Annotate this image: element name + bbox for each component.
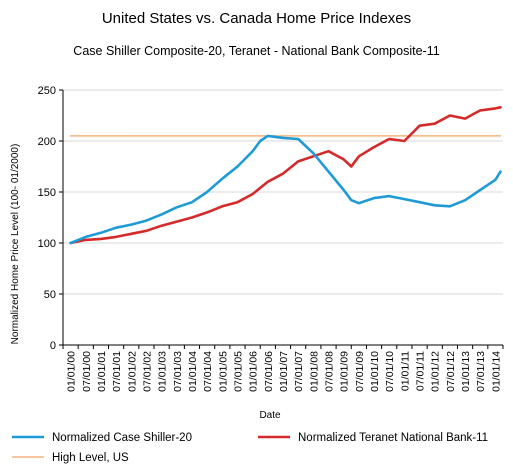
y-tick-label: 200 [38,136,56,148]
x-tick-label: 01/01/03 [157,351,169,392]
x-tick-label: 07/01/10 [384,351,396,392]
x-tick-label: 01/01/00 [66,351,78,392]
series-line-case-shiller [69,134,502,245]
x-tick-label: 07/01/01 [111,351,123,392]
x-tick-label: 07/01/13 [475,351,487,392]
x-tick-label: 07/01/09 [354,351,366,392]
x-tick-label: 01/01/05 [217,351,229,392]
x-tick-label: 07/01/06 [263,351,275,392]
x-tick-label: 01/01/06 [248,351,260,392]
x-tick-label: 07/01/02 [141,351,153,392]
y-tick-label: 50 [44,289,56,301]
x-tick-label: 01/01/14 [490,351,502,392]
y-axis-title: Normalized Home Price Level (100- 01/200… [10,144,21,345]
chart-subtitle: Case Shiller Composite-20, Teranet - Nat… [73,44,440,58]
y-axis-ticks: 0 50 100 150 200 250 [38,85,63,352]
x-tick-label: 01/01/07 [278,351,290,392]
x-tick-label: 01/01/01 [96,351,108,392]
x-tick-label: 07/01/05 [232,351,244,392]
x-tick-label: 01/01/04 [187,351,199,392]
legend-label: Normalized Case Shiller-20 [52,432,192,444]
x-tick-label: 01/01/12 [430,351,442,392]
y-tick-label: 150 [38,187,56,199]
x-tick-label: 01/01/09 [339,351,351,392]
x-axis-title: Date [259,410,281,421]
x-tick-label: 07/01/11 [415,351,427,391]
x-tick-label: 01/01/02 [126,351,138,392]
x-tick-label: 01/01/08 [308,351,320,392]
x-tick-label: 07/01/12 [445,351,457,392]
legend-label: High Level, US [52,452,129,464]
y-tick-label: 250 [38,85,56,97]
y-tick-label: 0 [50,340,56,352]
x-axis-ticks: 01/01/00 07/01/00 01/01/01 07/01/01 01/01/02… [62,345,504,392]
x-tick-label: 01/01/11 [399,351,411,391]
x-tick-label: 07/01/00 [81,351,93,392]
series-line-teranet [69,106,502,245]
series-layer [69,106,502,245]
chart-title: United States vs. Canada Home Price Inde… [101,10,412,27]
x-tick-label: 07/01/04 [202,351,214,392]
axes [62,90,503,346]
x-tick-label: 07/01/07 [293,351,305,392]
legend-label: Normalized Teranet National Bank-11 [298,432,488,444]
x-tick-label: 07/01/03 [172,351,184,392]
x-tick-label: 07/01/08 [324,351,336,392]
legend: Normalized Case Shiller-20 Normalized Ter… [12,432,488,464]
x-tick-label: 01/01/10 [369,351,381,392]
x-tick-label: 01/01/13 [460,351,472,392]
y-tick-label: 100 [38,238,56,250]
gridlines [63,89,503,295]
